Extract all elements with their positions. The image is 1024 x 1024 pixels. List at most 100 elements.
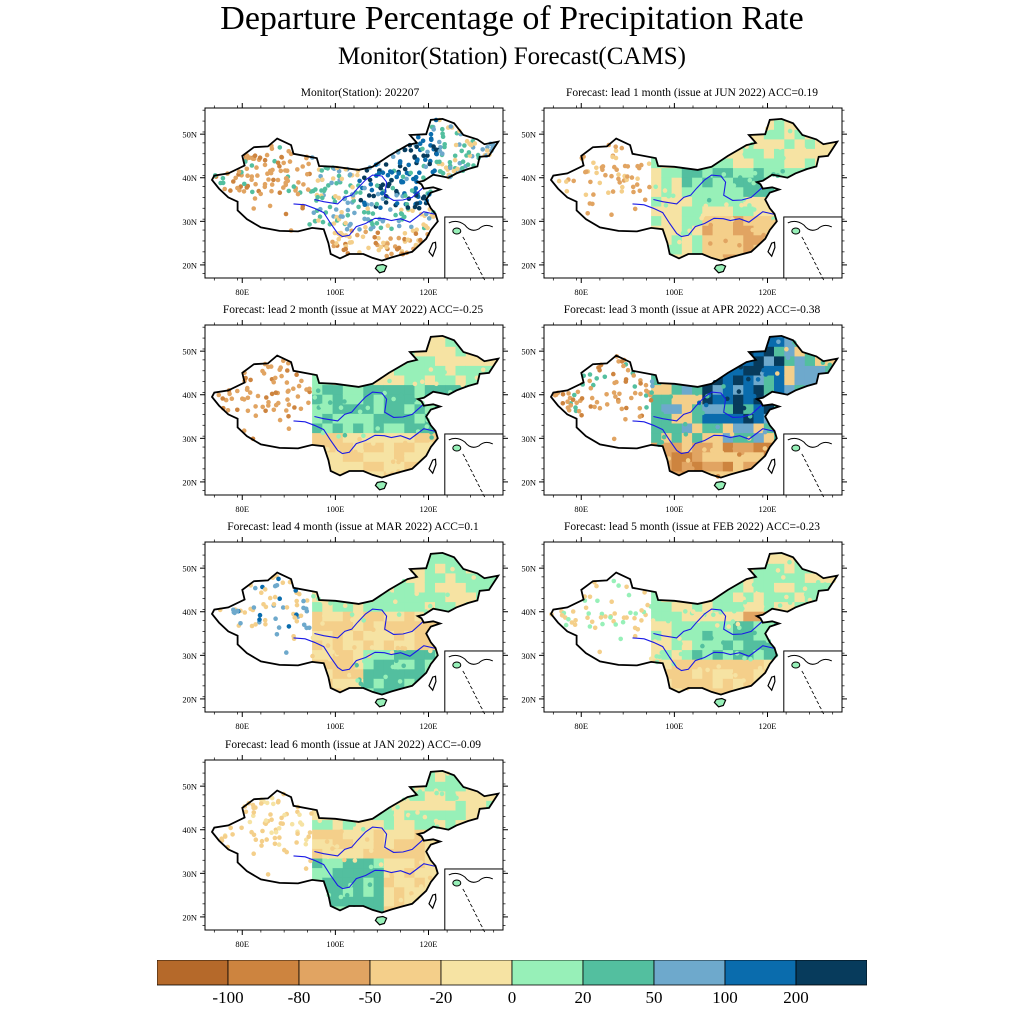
station-dot [314,620,319,626]
field-cell [825,601,837,612]
station-dot [403,193,408,198]
field-cell [383,336,395,347]
china-border [210,551,501,696]
lon-tick-label: 100E [665,504,683,514]
field-cell [743,118,755,121]
lat-tick-label: 50N [521,130,536,140]
field-cell [486,790,498,801]
station-dot [585,211,590,216]
field-cell [322,649,334,660]
field-cell [353,770,365,773]
field-cell [383,819,395,830]
field-cell [363,394,375,405]
field-cell [804,186,816,197]
field-cell [784,640,796,651]
field-cell [804,196,816,207]
field-cell [815,601,827,612]
field-cell [784,592,796,603]
field-cell [681,552,693,555]
colorbar-label: -80 [287,988,311,1007]
station-dot [295,167,300,172]
station-dot [362,659,367,664]
station-dot [612,611,617,616]
field-cell [455,423,467,434]
station-dot [266,399,271,405]
field-cell [702,413,714,424]
station-dot [304,608,310,614]
station-dot [216,392,222,398]
field-cell [651,423,663,434]
station-dot [467,141,472,147]
field-cell [414,877,426,888]
field-cell [353,800,365,811]
station-dot [609,599,614,604]
station-dot [697,666,702,672]
field-cell [722,563,734,574]
field-cell [455,552,467,555]
field-cell [753,640,765,651]
station-dot [363,606,369,611]
station-dot [243,809,249,815]
station-dot [301,622,307,628]
field-cell [651,563,663,574]
station-dot [388,207,393,212]
station-dot [319,403,324,409]
field-cell [692,215,704,226]
station-dot [741,678,746,683]
field-cell [702,394,714,405]
field-cell [455,790,467,801]
field-cell [394,346,406,357]
field-cell [784,355,796,366]
field-cell [835,640,838,651]
station-dot [427,603,433,609]
station-dot [754,672,760,677]
station-dot [303,866,309,871]
field-cell [424,423,436,434]
field-cell [394,867,406,878]
field-cell [363,365,375,376]
field-cell [651,335,663,338]
station-dot [272,158,277,164]
station-dot [399,207,404,213]
station-dot [587,201,593,206]
station-dot [637,188,643,194]
station-dot [428,136,434,142]
field-cell [764,698,775,708]
field-cell [322,553,334,564]
field-cell [363,829,375,840]
field-cell [763,592,775,603]
field-cell [404,848,416,859]
station-dot [339,176,345,182]
field-cell [394,886,406,897]
field-cell [363,838,375,849]
field-cell [681,659,693,670]
field-cell [743,582,755,593]
field-cell [702,649,714,660]
station-dot [245,385,250,391]
station-dot [460,166,465,171]
field-cell [733,611,745,622]
field-cell [722,196,734,207]
station-dot [294,598,299,604]
field-cell [804,119,816,130]
field-cell [774,129,786,140]
field-cell [394,698,405,708]
station-dot [408,170,413,176]
field-cell [414,886,426,897]
field-cell [394,819,406,830]
station-dot [281,185,286,190]
station-dot [366,193,372,198]
field-cell [743,601,755,612]
field-cell [312,790,324,801]
taiwan-outline [428,893,437,910]
field-cell [332,461,344,472]
field-cell [702,553,714,564]
field-cell [312,346,324,357]
station-dot [450,588,455,593]
field-cell [414,620,426,631]
field-cell [486,355,498,366]
station-dot [464,153,469,158]
field-cell [322,659,334,670]
field-cell [794,630,806,641]
station-dot [286,414,291,419]
